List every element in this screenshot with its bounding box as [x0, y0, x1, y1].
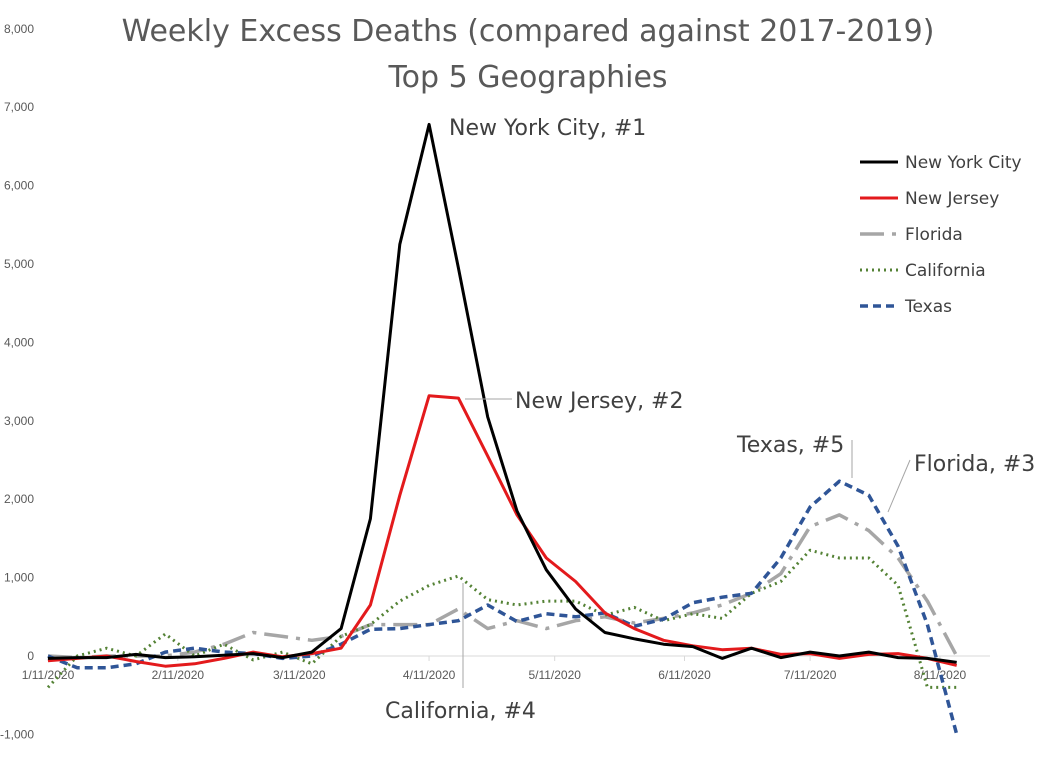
chart-title: Weekly Excess Deaths (compared against 2…: [122, 14, 935, 49]
annotation-label: California, #4: [385, 699, 536, 724]
y-tick-label: 5,000: [4, 257, 34, 271]
x-tick-label: 2/11/2020: [152, 668, 205, 682]
y-tick-label: 0: [27, 649, 34, 663]
legend-label: California: [905, 261, 986, 281]
series-line-california: [46, 548, 957, 689]
series-line-texas: [47, 479, 959, 735]
x-tick-label: 5/11/2020: [528, 668, 581, 682]
x-axis-ticks: 1/11/2020 2/11/2020 3/11/2020 4/11/2020 5/11…: [22, 656, 967, 682]
y-tick-label: 4,000: [4, 335, 34, 349]
y-tick-label: 7,000: [4, 100, 34, 114]
annotation-label: Texas, #5: [736, 433, 844, 458]
x-tick-label: 6/11/2020: [658, 668, 711, 682]
y-tick-label: -1,000: [0, 727, 34, 741]
series-line-new-york-city: [47, 122, 957, 664]
series-lines: [46, 122, 959, 735]
annotation-label: New York City, #1: [449, 116, 646, 141]
legend-label: Texas: [904, 297, 952, 317]
y-tick-label: 3,000: [4, 414, 34, 428]
annotation-label: Florida, #3: [914, 452, 1035, 477]
x-tick-label: 8/11/2020: [914, 668, 967, 682]
y-tick-label: 6,000: [4, 179, 34, 193]
legend-label: New Jersey: [905, 189, 999, 209]
x-tick-label: 1/11/2020: [22, 668, 75, 682]
y-tick-label: 2,000: [4, 492, 34, 506]
x-tick-label: 3/11/2020: [273, 668, 326, 682]
chart-subtitle: Top 5 Geographies: [387, 60, 667, 95]
legend: New York City New Jersey Florida California…: [860, 153, 1022, 317]
legend-label: New York City: [905, 153, 1022, 173]
annotations: New York City, #1 New Jersey, #2 Texas, #5…: [385, 116, 1035, 724]
y-tick-label: 1,000: [4, 571, 34, 585]
annotation-label: New Jersey, #2: [515, 389, 683, 414]
y-tick-label: 8,000: [4, 22, 34, 36]
x-tick-label: 7/11/2020: [784, 668, 837, 682]
series-line-florida: [47, 513, 959, 660]
annotation-leader-line: [887, 459, 911, 513]
legend-label: Florida: [905, 225, 963, 245]
x-tick-label: 4/11/2020: [403, 668, 456, 682]
y-axis-ticks: -1,000 0 1,000 2,000 3,000 4,000 5,000 6,000 7,0…: [0, 22, 34, 742]
